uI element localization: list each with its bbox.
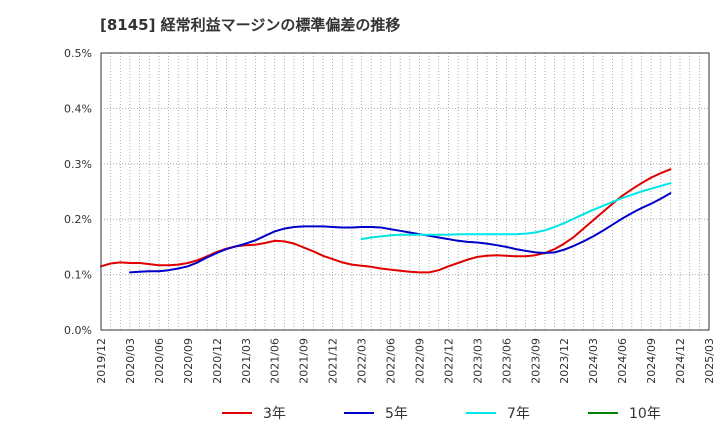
series-line-5年 (129, 192, 672, 274)
chart-series (100, 168, 672, 274)
y-axis: 0.0% 0.1% 0.2% 0.3% 0.4% 0.5% (64, 47, 92, 337)
legend-label: 3年 (263, 406, 286, 422)
x-tick-label: 2022/06 (385, 338, 398, 384)
y-tick-label: 0.5% (64, 47, 92, 60)
x-tick-label: 2020/03 (124, 338, 137, 384)
x-tick-label: 2019/12 (95, 338, 108, 384)
legend-label: 10年 (629, 406, 661, 422)
plot-area-border (100, 52, 710, 331)
x-tick-label: 2024/06 (616, 338, 629, 384)
x-tick-label: 2020/09 (182, 338, 195, 384)
x-tick-label: 2021/09 (298, 338, 311, 384)
x-tick-label: 2021/12 (327, 338, 340, 384)
y-tick-label: 0.0% (64, 324, 92, 337)
y-tick-label: 0.4% (64, 102, 92, 115)
series-line-7年 (360, 182, 672, 241)
legend: 3年 5年 7年 10年 (222, 406, 661, 422)
x-tick-label: 2025/03 (703, 338, 716, 384)
x-tick-label: 2023/03 (471, 338, 484, 384)
x-tick-label: 2024/12 (674, 338, 687, 384)
x-tick-label: 2021/03 (240, 338, 253, 384)
x-tick-label: 2024/09 (645, 338, 658, 384)
x-tick-label: 2021/06 (269, 338, 282, 384)
x-tick-label: 2020/12 (211, 338, 224, 384)
y-tick-label: 0.1% (64, 269, 92, 282)
y-tick-label: 0.3% (64, 158, 92, 171)
x-tick-label: 2022/03 (356, 338, 369, 384)
series-line-3年 (100, 168, 672, 274)
legend-label: 7年 (507, 406, 530, 422)
chart-title: [8145] 経常利益マージンの標準偏差の推移 (100, 16, 401, 34)
x-tick-label: 2024/03 (587, 338, 600, 384)
x-axis: 2019/12 2020/03 2020/06 2020/09 2020/12 2021/… (95, 338, 716, 384)
x-tick-label: 2023/09 (529, 338, 542, 384)
y-tick-label: 0.2% (64, 213, 92, 226)
x-tick-label: 2022/12 (442, 338, 455, 384)
x-tick-label: 2020/06 (153, 338, 166, 384)
x-tick-label: 2022/09 (413, 338, 426, 384)
legend-label: 5年 (385, 406, 408, 422)
chart-grid (101, 53, 709, 330)
x-tick-label: 2023/12 (558, 338, 571, 384)
x-tick-label: 2023/06 (500, 338, 513, 384)
